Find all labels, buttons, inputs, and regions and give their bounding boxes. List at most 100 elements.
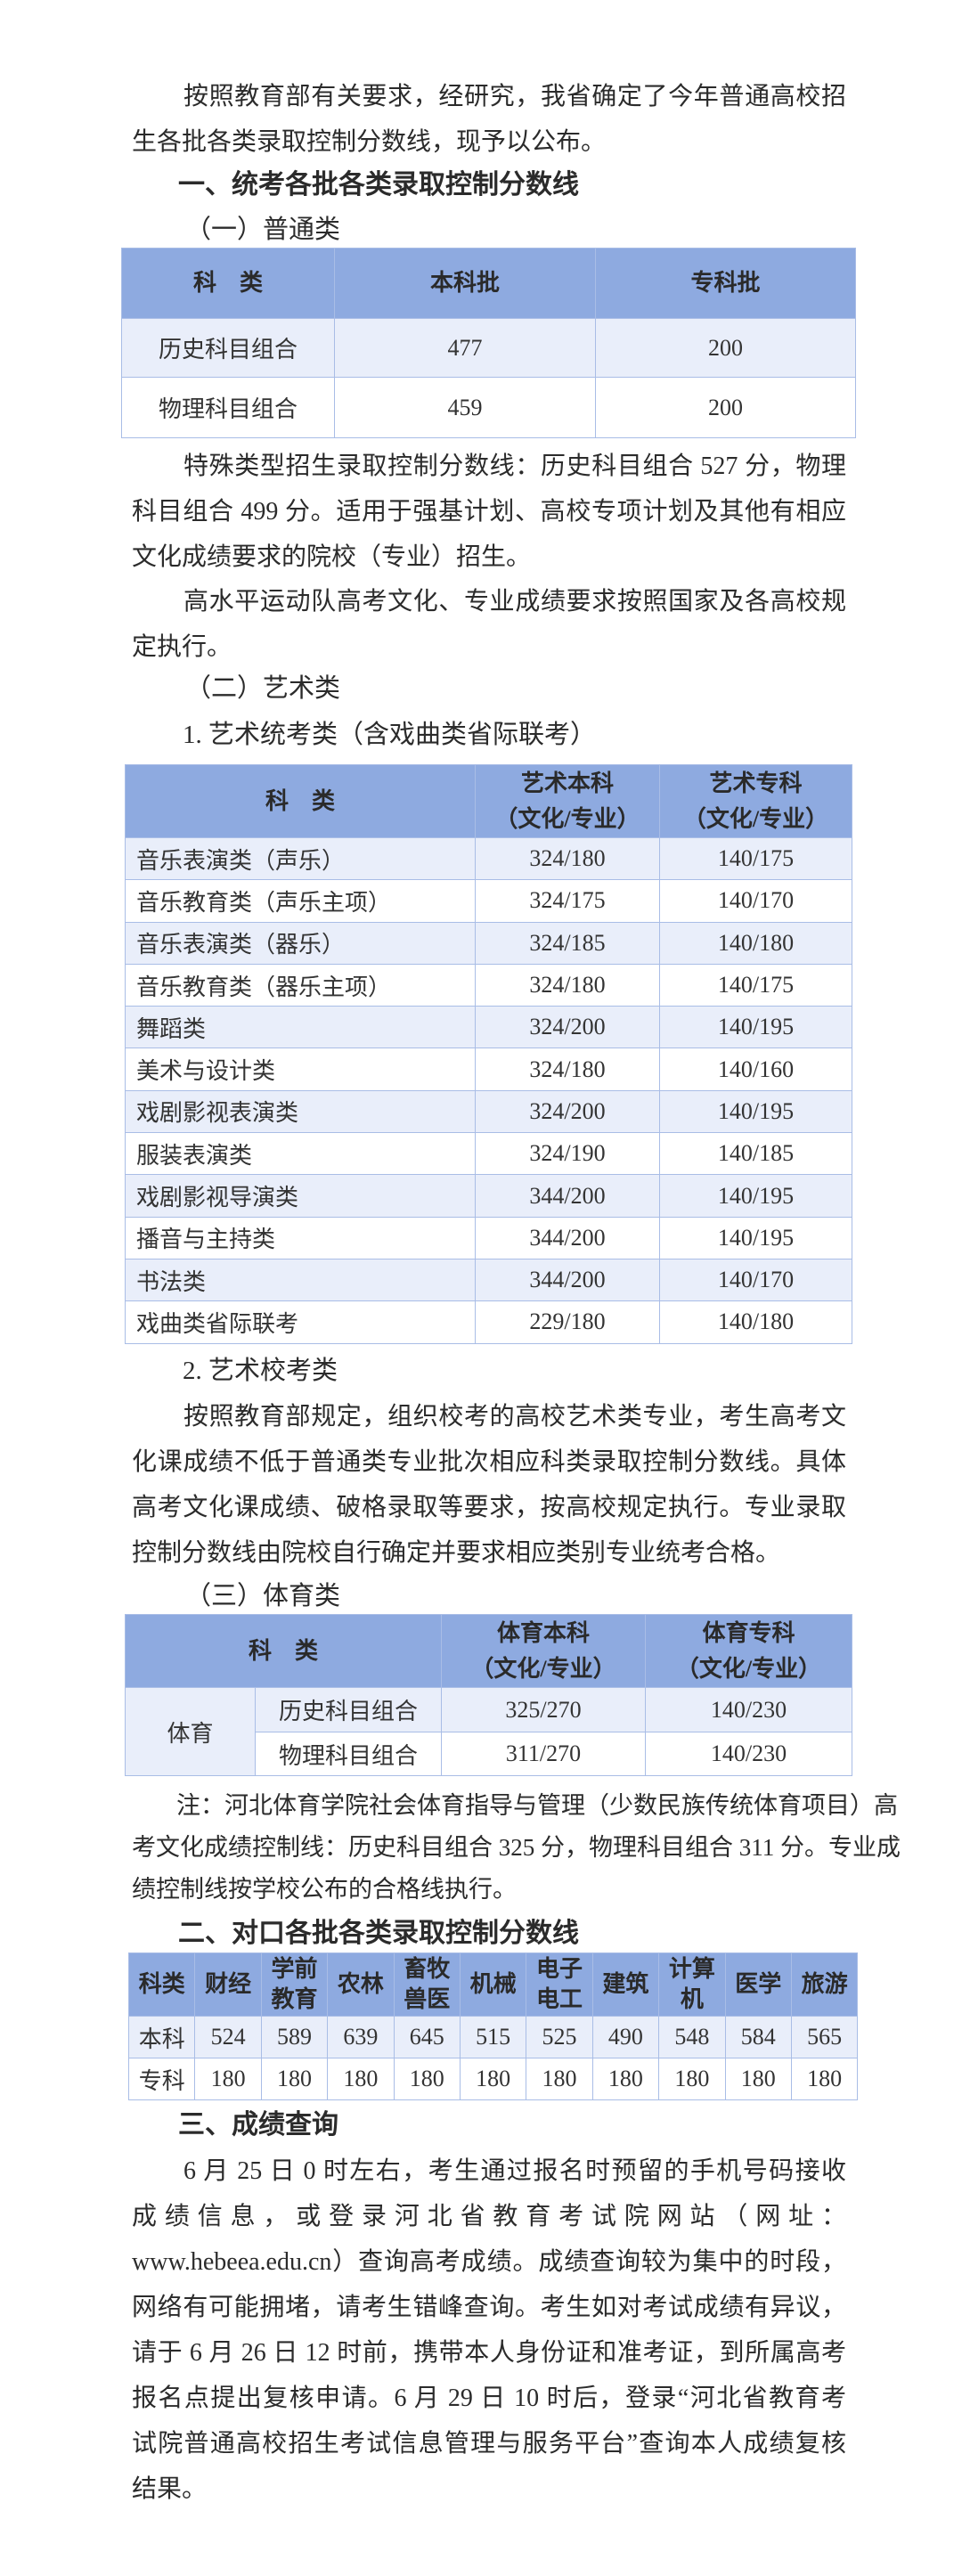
text-line: 注：河北体育学院社会体育指导与管理（少数民族传统体育项目）高 (176, 1792, 898, 1819)
cell: 专科 (127, 2058, 196, 2100)
cell: 播音与主持类 (125, 1216, 476, 1259)
header-pe-undergrad: 体育本科 （文化/专业） (441, 1614, 647, 1688)
text-line: 生各批各类录取控制分数线，现予以公布。 (132, 128, 607, 156)
table-row: 播音与主持类 344/200 140/195 (125, 1216, 852, 1259)
cell: 180 (658, 2058, 726, 2100)
cell: 140/170 (659, 1258, 852, 1302)
cell: 645 (393, 2016, 461, 2058)
cell: 140/195 (659, 1089, 852, 1134)
cell: 515 (459, 2016, 527, 2058)
cell: 美术与设计类 (125, 1048, 476, 1091)
cell: 565 (790, 2016, 859, 2058)
table-row: 物理科目组合 311/270 140/230 (126, 1732, 853, 1776)
cell: 180 (526, 2058, 593, 2100)
cell: 140/195 (659, 1174, 852, 1218)
text-line: 高水平运动队高考文化、专业成绩要求按照国家及各高校规 (183, 588, 846, 615)
cell: 戏剧影视表演类 (125, 1089, 476, 1134)
header-line: 医学 (735, 1971, 782, 1997)
table-row: 戏曲类省际联考 229/180 140/180 (125, 1300, 852, 1344)
header-line: 科类 (138, 1971, 185, 1997)
cell: 音乐表演类（声乐） (125, 836, 476, 881)
table-row: 音乐表演类（声乐） 324/180 140/175 (125, 836, 852, 881)
cell: 200 (595, 318, 856, 378)
text-line: 化课成绩不低于普通类专业批次相应科类录取控制分数线。具体 (132, 1448, 846, 1476)
cell: 344/200 (475, 1216, 660, 1259)
score-query-paragraph: 6 月 25 日 0 时左右，考生通过报名时预留的手机号码接收 成绩信息，或登录… (132, 2148, 846, 2512)
text-line: 控制分数线由院校自行确定并要求相应类别专业统考合格。 (132, 1539, 781, 1567)
cell: 324/200 (475, 1006, 660, 1049)
cell: 音乐教育类（器乐主项） (125, 963, 476, 1007)
table-row: 本科 524 589 639 645 515 525 490 548 584 565 (127, 2016, 859, 2058)
text-line: 绩控制线按学校公布的合格线执行。 (132, 1876, 517, 1903)
cell: 490 (591, 2016, 660, 2058)
cell: 180 (393, 2058, 461, 2100)
header-line: 电工 (536, 1986, 583, 2012)
cell: 历史科目组合 (254, 1687, 443, 1732)
art-school-paragraph: 按照教育部规定，组织校考的高校艺术类专业，考生高考文 化课成绩不低于普通类专业批… (132, 1394, 846, 1576)
general-subheading: （一）普通类 (185, 216, 341, 244)
cell-group: 体育 (125, 1687, 256, 1776)
cell: 180 (260, 2058, 329, 2100)
cell: 180 (790, 2058, 859, 2100)
header-cell: 计算机 (658, 1952, 726, 2017)
header-category: 科 类 (125, 764, 476, 838)
cell: 180 (194, 2058, 262, 2100)
header-line: 建筑 (602, 1971, 649, 1997)
cell: 历史科目组合 (121, 318, 335, 378)
header-line: 体育专科 (702, 1619, 795, 1646)
header-line: （文化/专业） (675, 1655, 822, 1682)
pe-note: 注：河北体育学院社会体育指导与管理（少数民族传统体育项目）高 考文化成绩控制线：… (132, 1785, 901, 1911)
cell: 525 (526, 2016, 593, 2058)
header-junior: 专科批 (595, 248, 856, 319)
art-school-heading: 2. 艺术校考类 (183, 1357, 338, 1385)
header-line: 计算 (668, 1956, 715, 1982)
table-row: 音乐教育类（器乐主项） 324/180 140/175 (125, 963, 852, 1007)
cell: 180 (459, 2058, 527, 2100)
art-table: 科 类 艺术本科 （文化/专业） 艺术专科 （文化/专业） 音乐表演类（声乐） 324… (125, 764, 852, 1344)
art-unified-heading: 1. 艺术统考类（含戏曲类省际联考） (183, 721, 597, 749)
cell: 140/160 (659, 1048, 852, 1091)
cell: 200 (595, 377, 856, 438)
cell: 140/175 (659, 836, 852, 881)
section2-heading: 二、对口各批各类录取控制分数线 (178, 1919, 579, 1948)
header-category: 科 类 (124, 1614, 443, 1688)
header-line: （文化/专业） (470, 1655, 616, 1682)
cell: 584 (724, 2016, 792, 2058)
header-line: 兽医 (404, 1986, 451, 2012)
header-pe-junior: 体育专科 （文化/专业） (645, 1614, 853, 1688)
cell: 音乐教育类（声乐主项） (125, 879, 476, 923)
cell: 180 (724, 2058, 792, 2100)
cell: 140/195 (659, 1216, 852, 1259)
cell: 344/200 (475, 1174, 660, 1218)
text-line: 特殊类型招生录取控制分数线：历史科目组合 527 分，物理 (183, 452, 846, 480)
header-cell: 学前 教育 (260, 1952, 329, 2017)
header-line: 艺术本科 (520, 770, 614, 796)
art-subheading: （二）艺术类 (185, 674, 341, 703)
header-line: 学前 (271, 1956, 318, 1982)
cell: 548 (658, 2016, 726, 2058)
cell: 477 (334, 318, 596, 378)
section3-heading: 三、成绩查询 (178, 2110, 338, 2140)
header-line: 教育 (271, 1986, 318, 2012)
table-row: 美术与设计类 324/180 140/160 (125, 1048, 852, 1091)
intro-paragraph: 按照教育部有关要求，经研究，我省确定了今年普通高校招 生各批各类录取控制分数线，… (132, 74, 846, 165)
text-line: 科目组合 499 分。适用于强基计划、高校专项计划及其他有相应 (132, 498, 846, 526)
cell: 524 (194, 2016, 262, 2058)
table-row: 戏剧影视导演类 344/200 140/195 (125, 1174, 852, 1218)
cell: 324/200 (475, 1089, 660, 1134)
table-row: 音乐教育类（声乐主项） 324/175 140/170 (125, 879, 852, 923)
cell: 舞蹈类 (125, 1006, 476, 1049)
sports-team-paragraph: 高水平运动队高考文化、专业成绩要求按照国家及各高校规 定执行。 (132, 579, 846, 670)
text-line: 按照教育部有关要求，经研究，我省确定了今年普通高校招 (183, 83, 846, 110)
cell: 344/200 (475, 1258, 660, 1302)
cell: 459 (334, 377, 596, 438)
pe-table: 科 类 体育本科 （文化/专业） 体育专科 （文化/专业） 体育 历史科目组合 32… (124, 1614, 853, 1776)
header-art-undergrad: 艺术本科 （文化/专业） (475, 764, 660, 838)
table-row: 舞蹈类 324/200 140/195 (125, 1006, 852, 1049)
cell: 324/185 (475, 921, 660, 965)
header-line: 艺术专科 (709, 770, 803, 796)
header-line: （文化/专业） (682, 805, 829, 832)
header-line: 旅游 (801, 1971, 848, 1997)
cell: 180 (591, 2058, 660, 2100)
header-cell: 科类 (127, 1952, 196, 2017)
